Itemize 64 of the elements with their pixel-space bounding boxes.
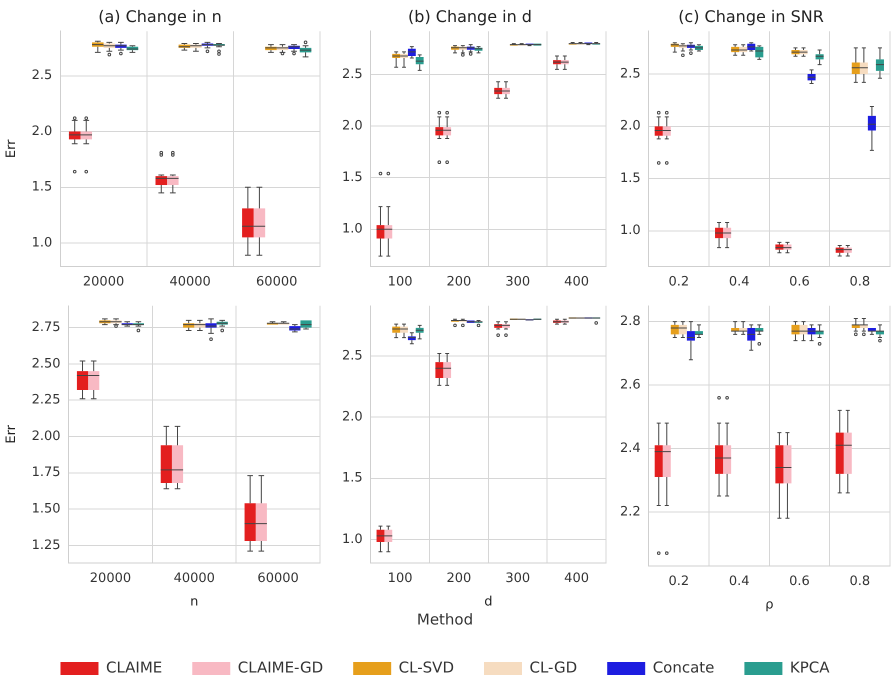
y-tick-label: 2.5 <box>620 66 641 82</box>
legend-label: CLAIME-GD <box>238 658 324 676</box>
x-tick-label: 300 <box>505 274 530 290</box>
y-tick-label: 2.25 <box>32 392 61 408</box>
chart-title: (b) Change in d <box>408 6 532 26</box>
x-tick-label: 0.2 <box>668 274 690 290</box>
legend-title: Method <box>416 610 474 628</box>
legend-label: CL-SVD <box>398 658 454 676</box>
x-tick-label: 0.4 <box>728 274 750 290</box>
y-tick-label: 2.0 <box>32 124 52 139</box>
y-tick-label: 1.5 <box>342 170 363 186</box>
x-tick-label: 0.4 <box>728 574 750 589</box>
y-tick-label: 2.00 <box>32 428 61 444</box>
x-tick-label: 400 <box>564 274 589 290</box>
x-tick-label: 40000 <box>174 570 215 586</box>
x-tick-label: 0.8 <box>849 274 870 290</box>
y-tick-label: 1.0 <box>342 222 363 237</box>
x-tick-label: 400 <box>564 570 589 586</box>
y-tick-label: 1.25 <box>32 538 61 553</box>
x-tick-label: 200 <box>446 570 472 586</box>
x-tick-label: 20000 <box>90 570 132 586</box>
y-tick-label: 2.5 <box>342 348 363 364</box>
y-tick-label: 2.6 <box>620 377 641 392</box>
y-axis-title: Err <box>4 138 20 158</box>
x-tick-label: 200 <box>446 274 472 290</box>
y-tick-label: 1.0 <box>32 235 52 250</box>
y-tick-label: 1.5 <box>342 470 363 486</box>
y-tick-label: 2.5 <box>342 66 363 82</box>
y-tick-label: 2.5 <box>32 68 52 84</box>
x-tick-label: 100 <box>388 274 413 290</box>
x-tick-label: 0.6 <box>789 574 810 589</box>
x-tick-label: 300 <box>505 570 530 586</box>
x-tick-label: 100 <box>388 570 413 586</box>
legend-label: CL-GD <box>529 658 578 676</box>
legend-label: KPCA <box>790 658 830 676</box>
y-tick-label: 1.5 <box>620 170 641 186</box>
x-axis-title: n <box>190 594 198 610</box>
chart-title: (c) Change in SNR <box>678 6 824 26</box>
y-tick-label: 2.8 <box>620 314 641 330</box>
y-tick-label: 2.2 <box>620 504 641 520</box>
x-tick-label: 0.6 <box>789 274 810 290</box>
x-tick-label: 40000 <box>169 274 211 290</box>
y-tick-label: 2.75 <box>32 320 61 335</box>
y-tick-label: 2.0 <box>342 118 363 134</box>
y-tick-label: 1.50 <box>32 501 61 516</box>
x-tick-label: 60000 <box>257 570 299 586</box>
legend-label: CLAIME <box>106 658 162 676</box>
x-axis-title: ρ <box>765 598 774 613</box>
x-axis-title: d <box>484 594 492 610</box>
y-tick-label: 2.0 <box>342 410 363 425</box>
y-tick-label: 2.0 <box>620 118 641 134</box>
chart-title: (a) Change in n <box>98 6 222 26</box>
y-axis-title: Err <box>4 424 20 444</box>
x-tick-label: 0.2 <box>668 574 690 589</box>
y-tick-label: 2.50 <box>32 356 61 372</box>
y-tick-label: 1.75 <box>32 465 61 480</box>
x-tick-label: 20000 <box>82 274 124 290</box>
y-tick-label: 1.5 <box>32 180 52 195</box>
x-tick-label: 60000 <box>256 274 298 290</box>
y-tick-label: 2.4 <box>620 440 641 456</box>
y-tick-label: 1.0 <box>620 223 641 238</box>
x-tick-label: 0.8 <box>849 574 870 589</box>
y-tick-label: 1.0 <box>342 532 363 547</box>
legend-label: Concate <box>652 658 714 676</box>
